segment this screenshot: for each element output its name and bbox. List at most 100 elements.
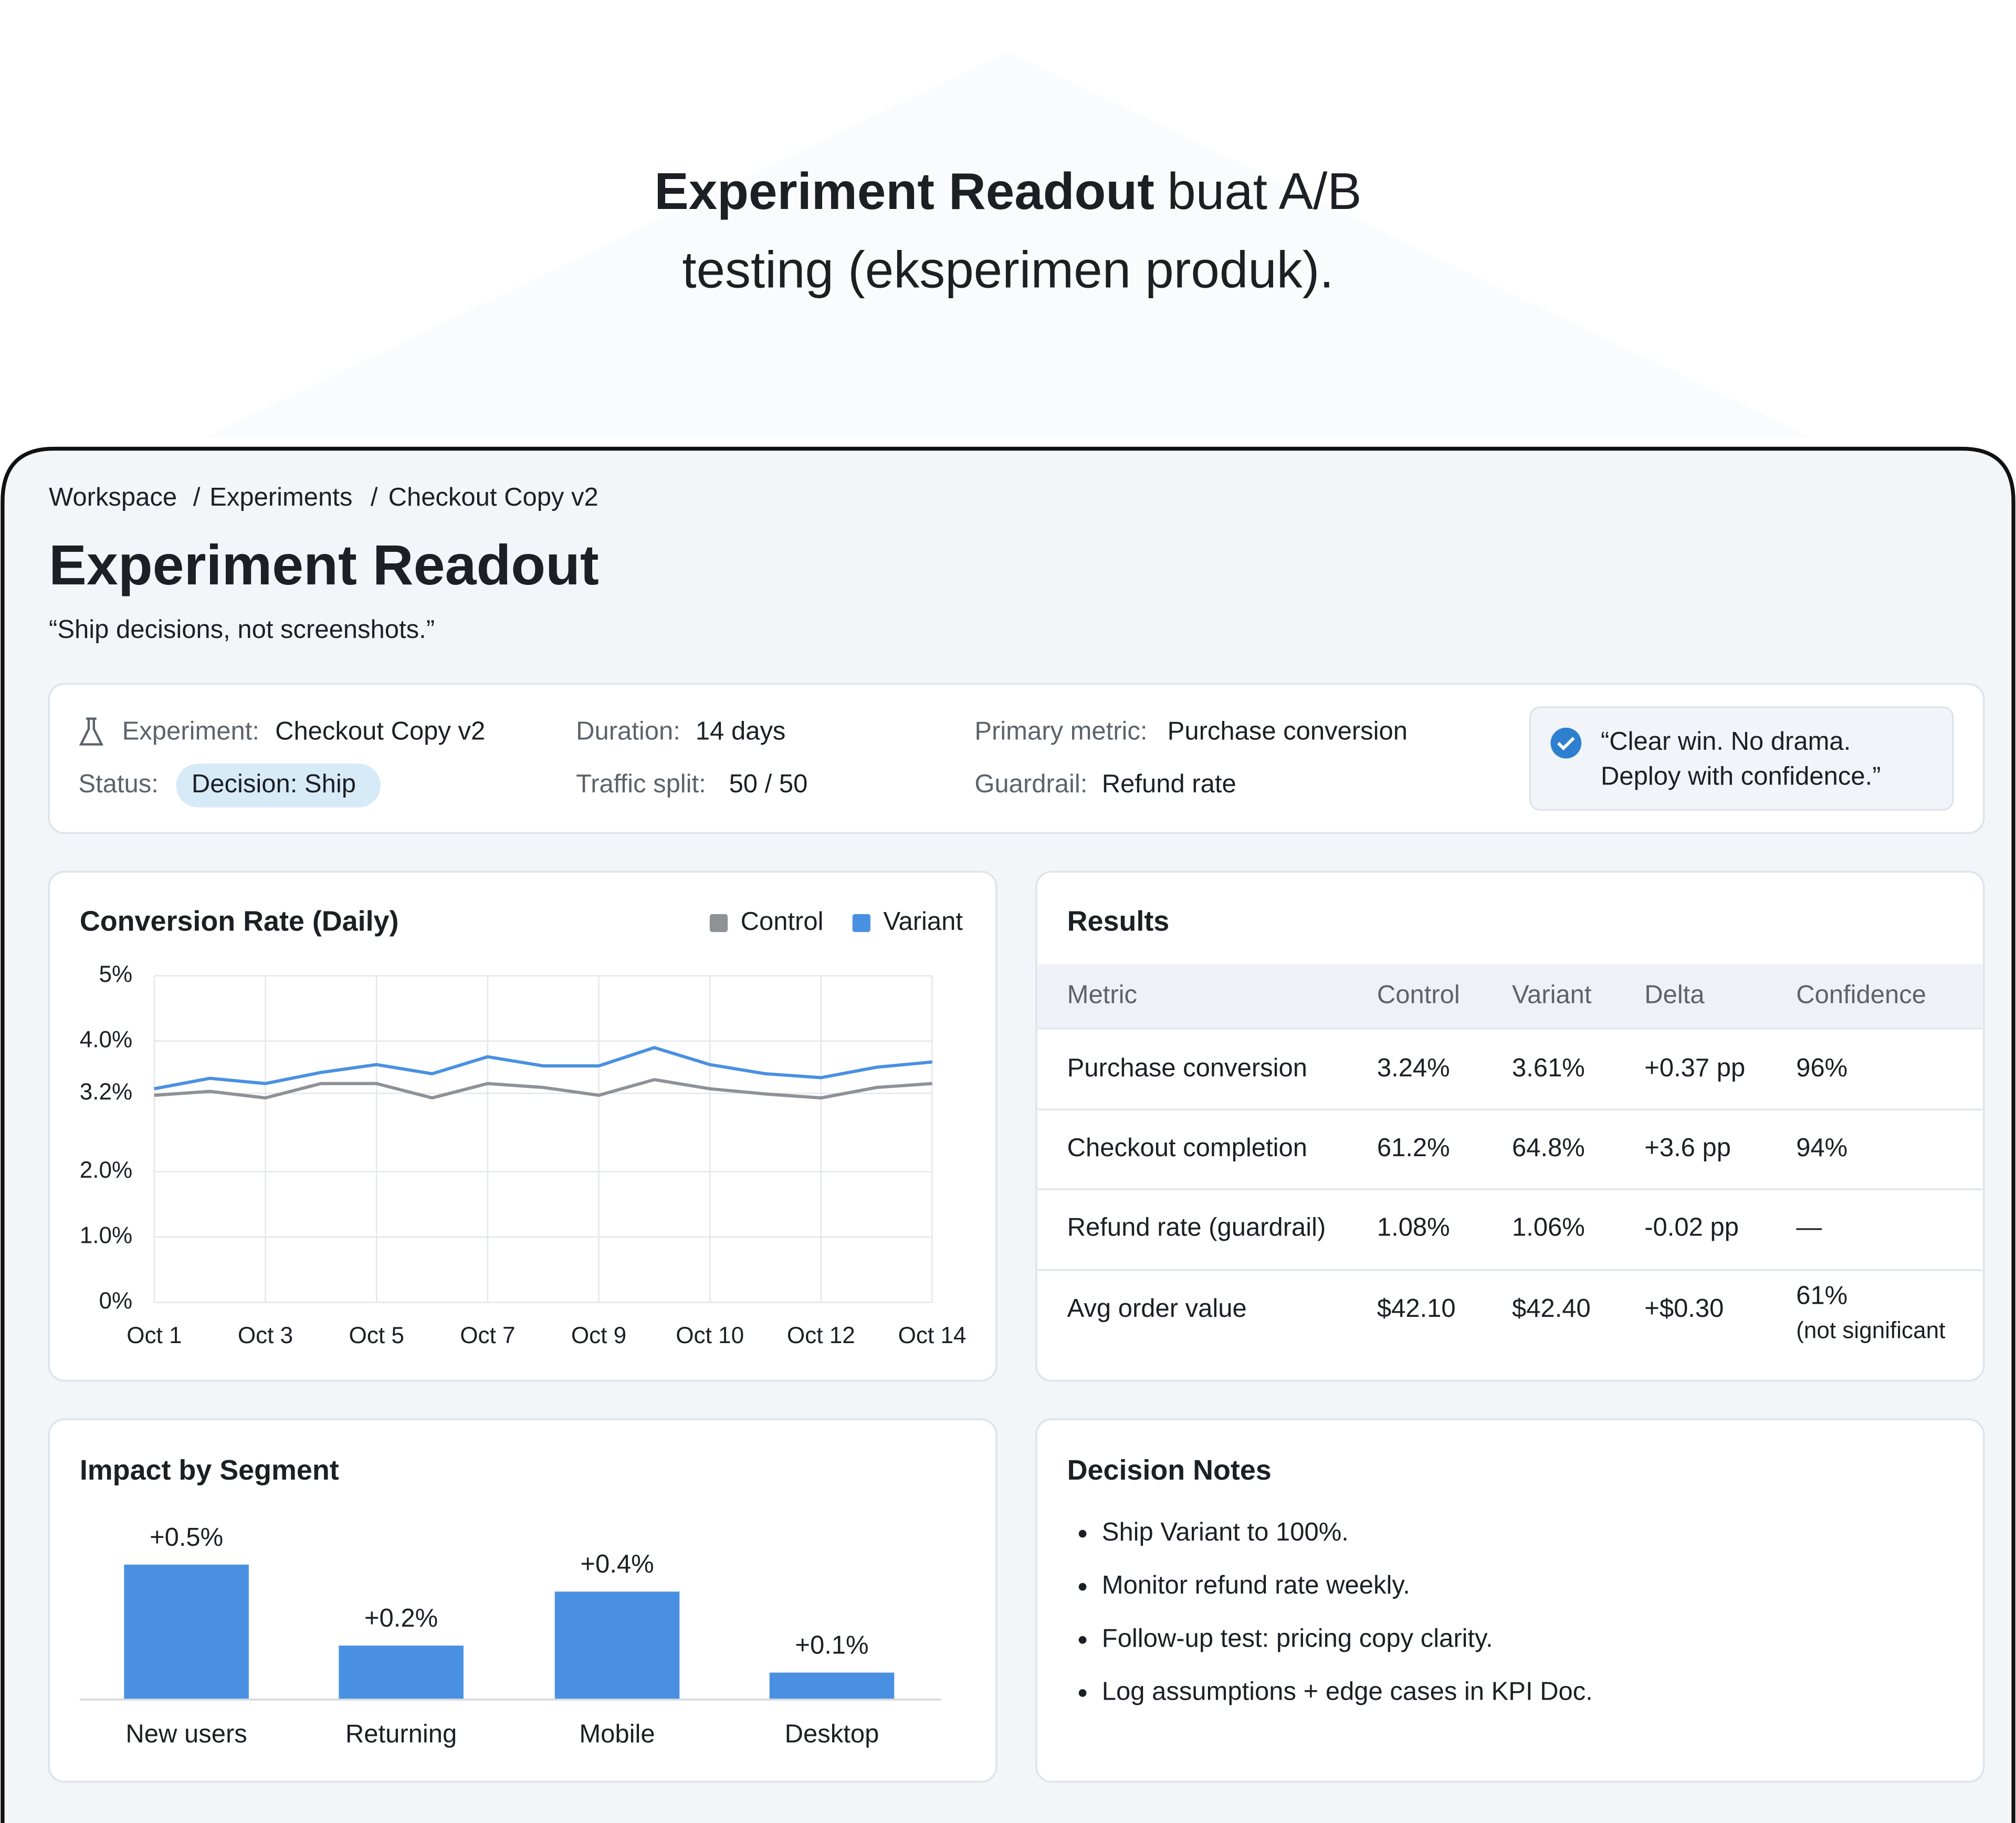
quote-line: “Clear win. No drama. [1601,727,1851,756]
field-value: Decision: Ship [192,770,356,798]
field-label: Guardrail: [974,770,1087,798]
chart-title: Impact by Segment [80,1454,339,1486]
flask-icon [79,717,104,746]
legend-label: Variant [883,907,963,936]
y-tick-label: 2.0% [80,1157,132,1183]
x-tick-label: Desktop [785,1720,879,1748]
table-cell: $42.40 [1512,1294,1591,1323]
field-label: Status: [78,770,158,798]
table-cell: -0.02 pp [1644,1213,1739,1242]
legend-label: Control [741,907,824,936]
table-cell: Avg order value [1067,1294,1247,1323]
breadcrumb-item: Workspace [49,483,177,511]
field-value: Checkout Copy v2 [275,717,485,746]
table-cell: 1.08% [1377,1213,1450,1242]
bullet [1078,1636,1087,1644]
headline-line1: Experiment Readout buat A/B [654,162,1361,220]
panel-title: Decision Notes [1067,1454,1272,1486]
field-value: Refund rate [1102,770,1236,798]
charts: Conversion Rate (Daily) 5% 4.0% 3.2% 2.0% 1.0… [80,905,967,1748]
x-tick-label: New users [125,1720,247,1748]
note-item: Follow-up test: pricing copy clarity. [1102,1624,1493,1652]
bar-chart-panel [48,1418,998,1783]
quote-box [1529,706,1954,811]
decision-notes: Decision Notes Ship Variant to 100%. Monit… [1067,1454,1593,1706]
bar [554,1591,680,1700]
legend-swatch [852,914,870,933]
series-line [154,1046,932,1091]
field-value: 14 days [696,717,786,746]
bar [339,1646,464,1700]
table-cell: Purchase conversion [1067,1054,1307,1082]
table-cell: 3.24% [1377,1054,1450,1082]
field-label: Traffic split: [576,770,706,798]
column-header: Delta [1644,981,1705,1009]
x-tick-label: Oct 10 [676,1323,744,1348]
headline-line2: testing (eksperimen produk). [682,240,1334,298]
table-cell: +$0.30 [1644,1294,1724,1323]
x-tick-label: Oct 12 [787,1323,855,1348]
notes-panel [1035,1418,1985,1783]
field-label: Duration: [576,717,680,746]
tagline: “Ship decisions, not screenshots.” [49,615,435,644]
panel-title: Results [1067,905,1170,937]
table-cell: 94% [1796,1134,1847,1162]
backdrop [205,51,1811,437]
chart-title: Conversion Rate (Daily) [80,905,399,937]
bar-value-label: +0.2% [364,1604,438,1632]
table-cell: 3.61% [1512,1054,1585,1082]
bar-value-label: +0.1% [795,1631,868,1659]
bar [124,1564,249,1700]
field-label: Experiment: [122,717,259,746]
y-tick-label: 3.2% [80,1079,132,1105]
page-title: Experiment Readout [49,533,599,596]
bullet [1078,1529,1087,1538]
quote-line: Deploy with confidence.” [1601,762,1881,790]
note-item: Log assumptions + edge cases in KPI Doc. [1102,1677,1593,1705]
table-cell: Refund rate (guardrail) [1067,1213,1326,1242]
x-tick-label: Oct 7 [460,1323,515,1348]
line-chart-panel [48,871,998,1382]
x-tick-label: Oct 5 [349,1323,404,1348]
table-cell: 64.8% [1512,1134,1585,1162]
breadcrumb: Workspace / Experiments / Checkout Copy v2 [49,483,598,511]
table-cell: +0.37 pp [1644,1054,1745,1082]
note-item: Ship Variant to 100%. [1102,1518,1349,1546]
breadcrumb-separator: / [371,483,378,511]
bar [769,1672,895,1700]
headline-text: buat A/B [1167,162,1361,220]
bullet [1078,1583,1087,1591]
x-tick-label: Oct 3 [238,1323,293,1348]
y-tick-label: 0% [99,1288,133,1314]
column-header: Control [1377,981,1460,1009]
field-label: Primary metric: [974,717,1147,746]
breadcrumb-separator: / [193,483,201,511]
summary-panel [48,683,1985,834]
y-tick-label: 5% [99,961,133,987]
x-tick-label: Returning [345,1720,457,1748]
bar-value-label: +0.4% [580,1550,654,1578]
table-cell: 61.2% [1377,1134,1450,1162]
table-footnote: (not significant [1796,1317,1945,1343]
table-cell: 96% [1796,1054,1847,1082]
y-tick-label: 1.0% [80,1223,132,1249]
breadcrumb-item: Checkout Copy v2 [388,483,598,511]
x-tick-label: Oct 9 [571,1323,626,1348]
x-tick-label: Oct 1 [127,1323,182,1348]
field-value: 50 / 50 [729,770,808,798]
legend-swatch [709,914,728,933]
table-cell: $42.10 [1377,1294,1456,1323]
note-item: Monitor refund rate weekly. [1102,1571,1410,1599]
summary-fields: Experiment: Checkout Copy v2 Status: Decisi… [78,717,1408,798]
bar-value-label: +0.5% [150,1523,223,1552]
table-cell: +3.6 pp [1644,1134,1731,1162]
table-header-bg [1037,964,1983,1029]
table-cell: Checkout completion [1067,1134,1307,1162]
table-cell: 1.06% [1512,1213,1585,1242]
series-line [154,1078,932,1100]
x-tick-label: Mobile [579,1720,655,1748]
table-cell: 61% [1796,1281,1847,1309]
check-mark [1557,737,1575,751]
